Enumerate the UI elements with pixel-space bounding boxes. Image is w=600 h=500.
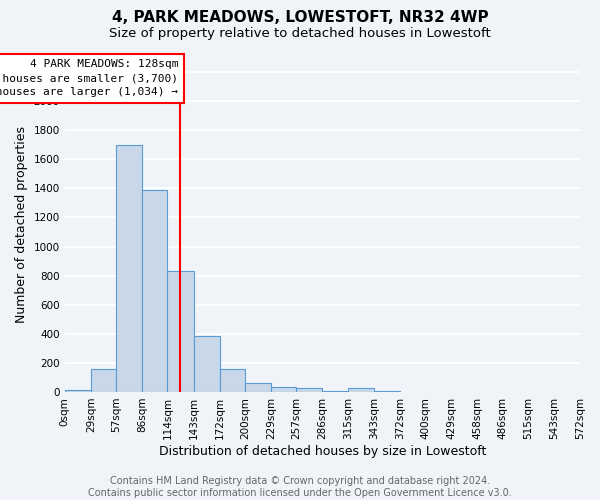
Bar	[193, 336, 220, 392]
Bar	[245, 382, 271, 392]
Bar	[349, 388, 374, 392]
Y-axis label: Number of detached properties: Number of detached properties	[15, 126, 28, 323]
Text: 4, PARK MEADOWS, LOWESTOFT, NR32 4WP: 4, PARK MEADOWS, LOWESTOFT, NR32 4WP	[112, 10, 488, 25]
X-axis label: Distribution of detached houses by size in Lowestoft: Distribution of detached houses by size …	[158, 444, 486, 458]
Text: Contains HM Land Registry data © Crown copyright and database right 2024.
Contai: Contains HM Land Registry data © Crown c…	[88, 476, 512, 498]
Bar	[296, 388, 322, 392]
Bar	[271, 387, 296, 392]
Text: Size of property relative to detached houses in Lowestoft: Size of property relative to detached ho…	[109, 28, 491, 40]
Bar	[167, 272, 193, 392]
Text: 4 PARK MEADOWS: 128sqm
← 78% of detached houses are smaller (3,700)
22% of semi-: 4 PARK MEADOWS: 128sqm ← 78% of detached…	[0, 59, 178, 97]
Bar	[116, 145, 142, 392]
Bar	[374, 391, 400, 392]
Bar	[91, 368, 116, 392]
Bar	[220, 368, 245, 392]
Bar	[322, 391, 349, 392]
Bar	[65, 390, 91, 392]
Bar	[142, 190, 167, 392]
